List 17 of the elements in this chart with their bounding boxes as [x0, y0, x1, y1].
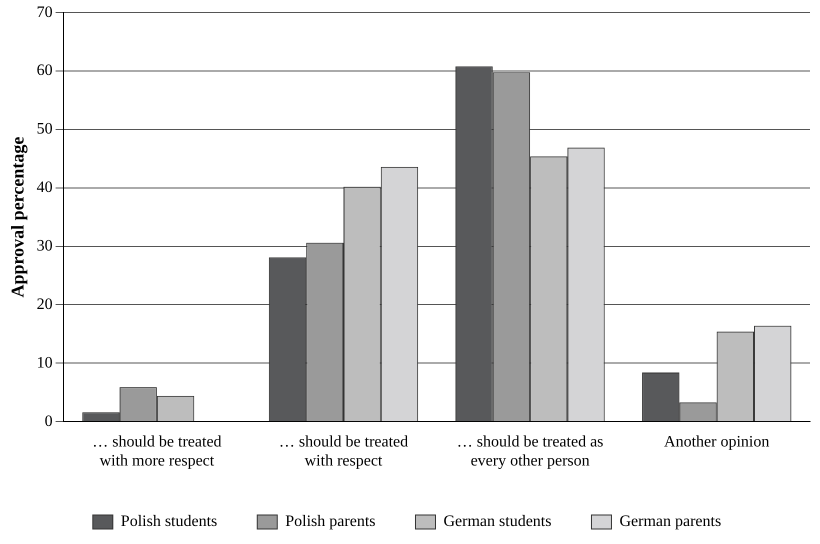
y-tick-label: 70	[36, 4, 53, 21]
legend-label: Polish parents	[285, 513, 376, 530]
x-tick-label: Another opinion	[664, 433, 770, 450]
y-tick-label: 50	[36, 120, 53, 138]
x-tick-label: … should be treated with more respect	[92, 433, 222, 470]
legend-label: German parents	[619, 513, 722, 530]
y-tick-label: 60	[36, 62, 53, 80]
y-tick-label: 40	[36, 179, 53, 196]
legend-label: Polish students	[120, 513, 218, 530]
x-tick-label: … should be treated as every other person	[456, 433, 604, 470]
y-tick-label: 10	[36, 354, 53, 372]
y-axis-title: Approval percentage	[7, 136, 28, 298]
y-tick-label: 30	[36, 238, 53, 255]
x-tick-label: … should be treated with respect	[278, 433, 408, 470]
y-tick-label: 0	[44, 412, 53, 430]
y-tick-label: 20	[36, 296, 53, 313]
legend-label: German students	[443, 513, 552, 530]
